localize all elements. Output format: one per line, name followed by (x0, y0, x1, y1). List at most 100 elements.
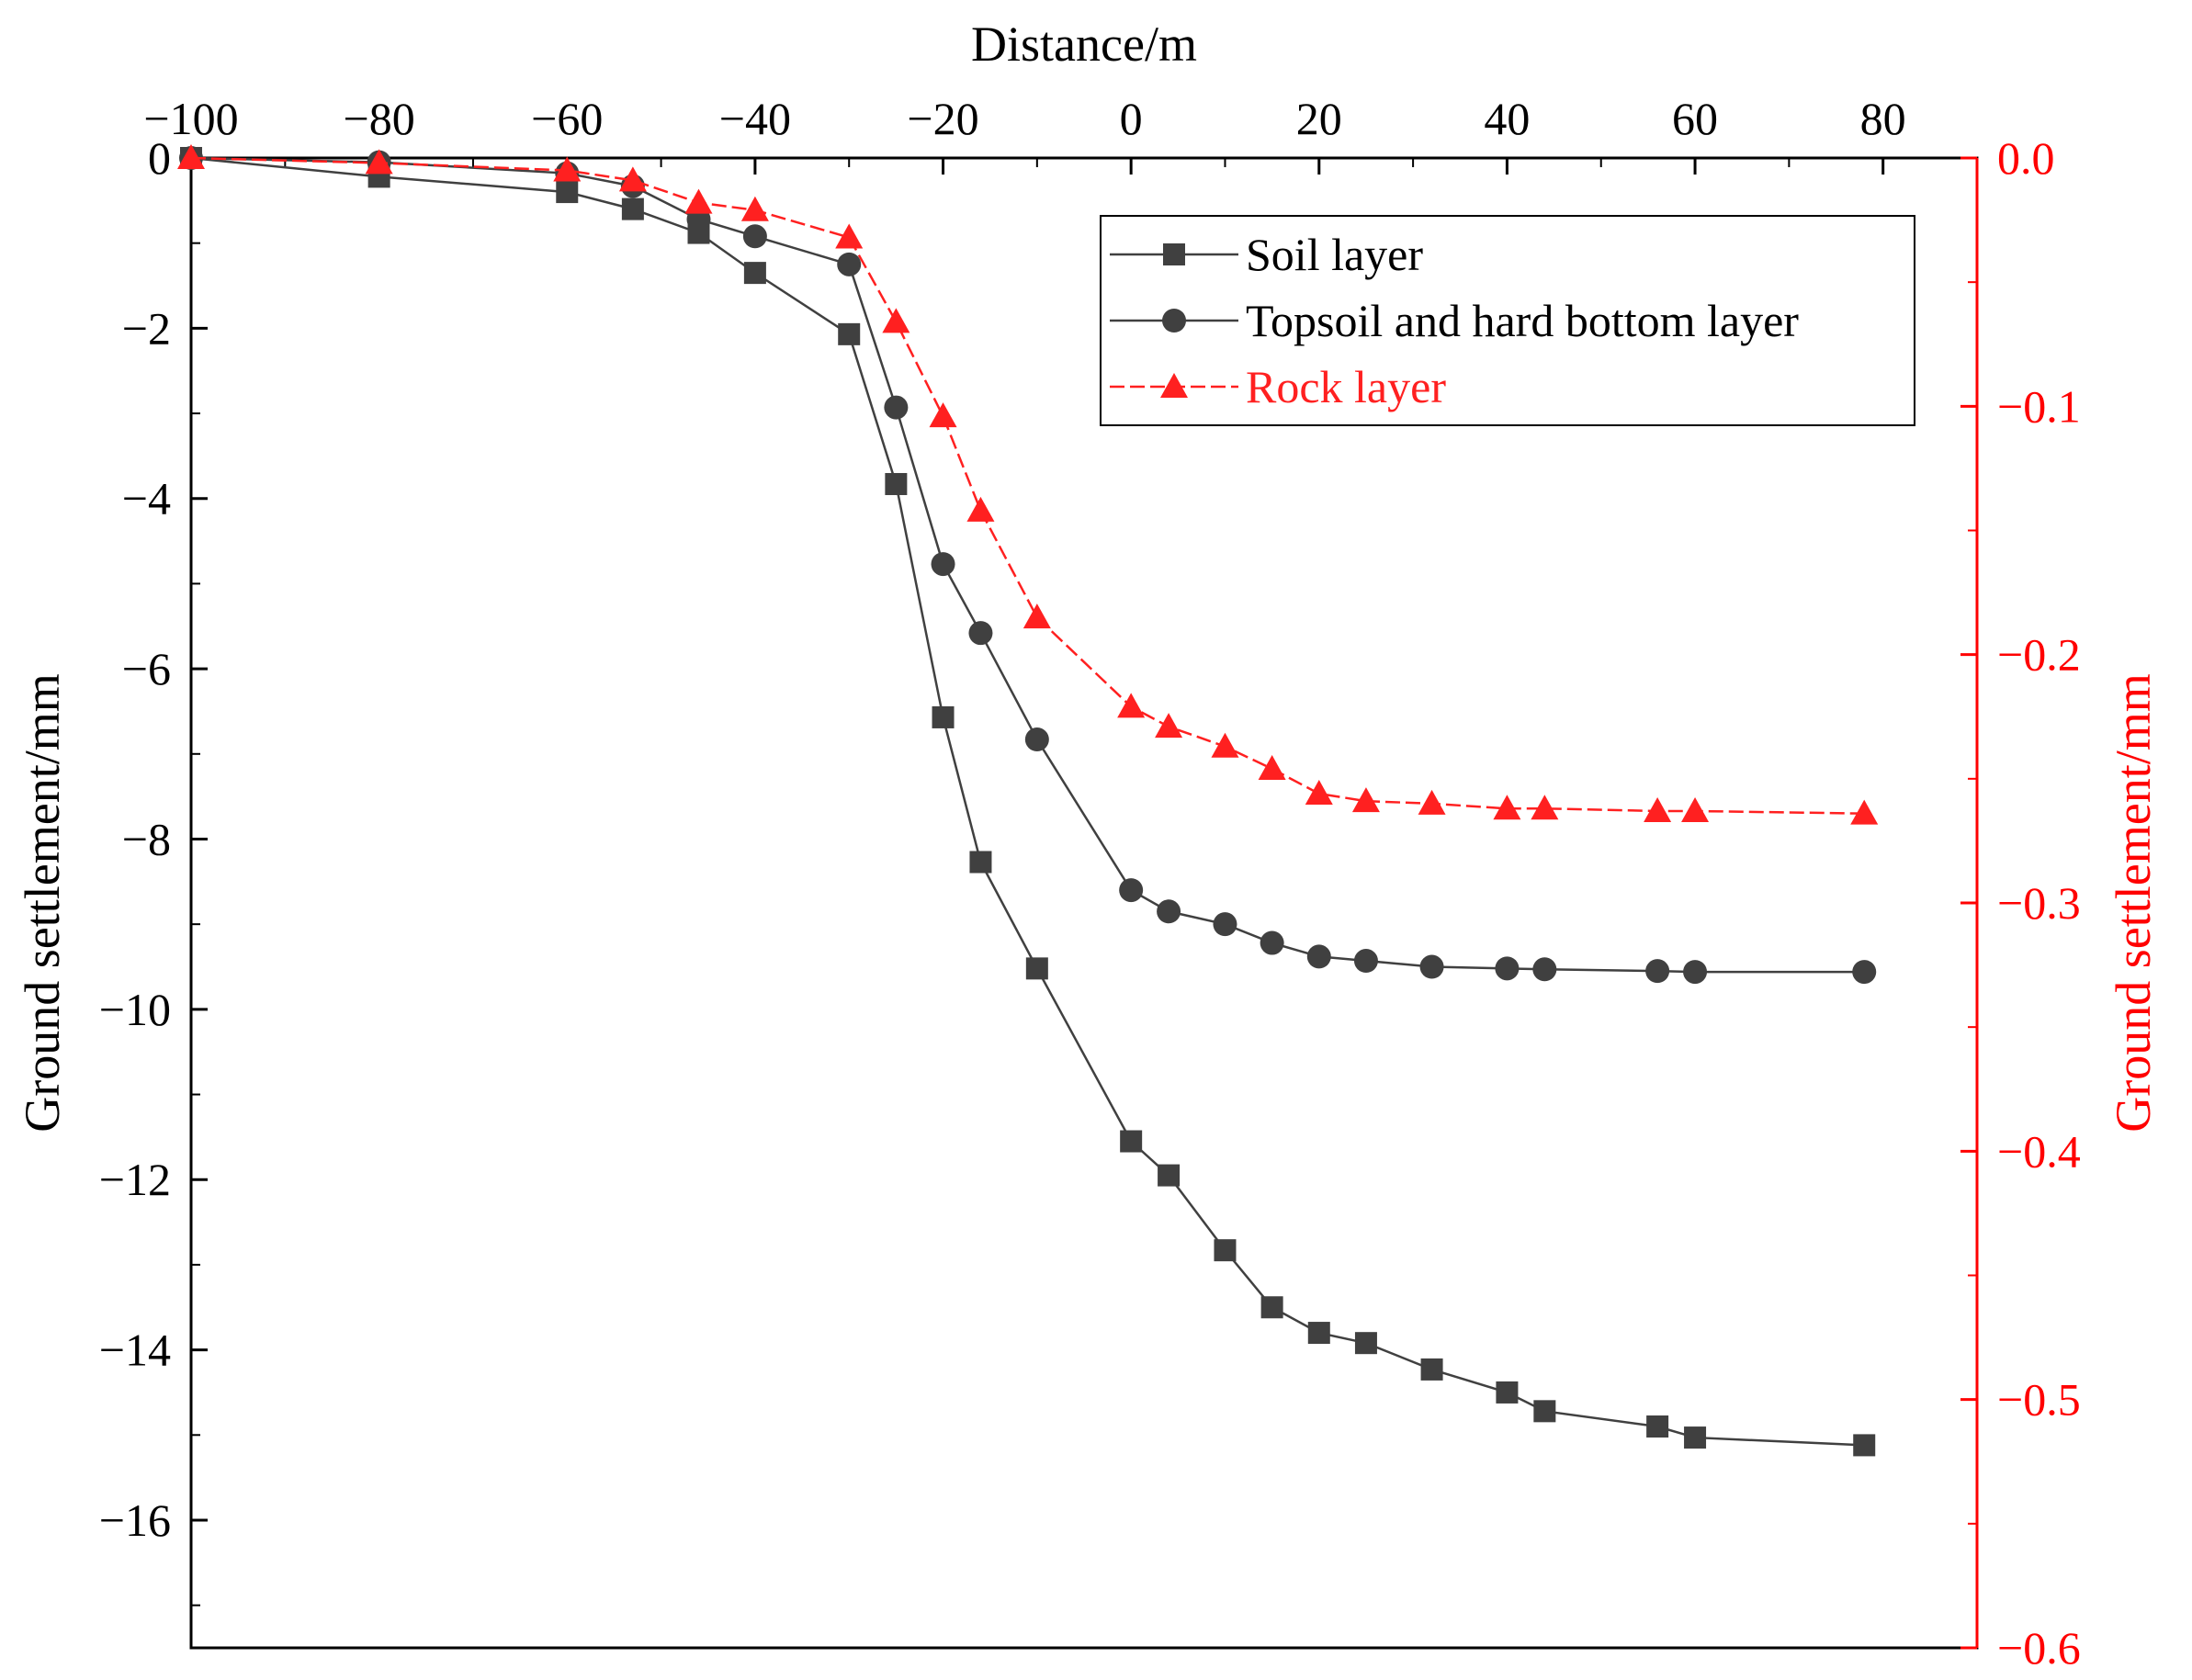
data-point-marker (1354, 1332, 1377, 1355)
y-right-tick-label: −0.2 (1997, 629, 2081, 681)
data-point-marker (1531, 795, 1559, 820)
y-left-tick-label: −2 (122, 302, 171, 354)
data-point-marker (838, 322, 861, 345)
y-right-tick-label: −0.3 (1997, 877, 2081, 929)
x-tick-label: 20 (1296, 93, 1342, 144)
legend: Soil layer Topsoil and hard bottom layer R… (1100, 215, 1915, 426)
data-point-marker (1306, 944, 1331, 969)
legend-label: Soil layer (1246, 229, 1423, 280)
y-left-tick-label: −6 (122, 643, 171, 694)
data-point-marker (968, 621, 993, 646)
data-point-marker (1158, 1164, 1181, 1187)
data-point-marker (621, 197, 644, 220)
data-point-marker (1353, 949, 1378, 974)
data-point-marker (1532, 957, 1557, 982)
y-left-tick-label: 0 (148, 132, 171, 184)
x-tick-label: 60 (1672, 93, 1718, 144)
data-point-marker (1683, 960, 1708, 985)
data-point-marker (1646, 1415, 1669, 1438)
legend-marker (1162, 309, 1186, 333)
data-point-marker (1644, 796, 1672, 822)
data-point-marker (1119, 878, 1144, 903)
y-right-tick-label: −0.1 (1997, 380, 2081, 432)
data-point-marker (553, 156, 582, 182)
data-point-marker (740, 196, 769, 221)
data-point-marker (1213, 912, 1237, 937)
data-point-marker (1850, 799, 1879, 825)
data-point-marker (1420, 1358, 1443, 1381)
x-tick-label: −60 (531, 93, 603, 144)
x-tick-label: 40 (1484, 93, 1530, 144)
data-point-marker (884, 395, 909, 420)
data-point-marker (835, 223, 864, 249)
legend-marker (1160, 373, 1188, 398)
x-axis-ticks: −100 −80 −60 −40 −20 0 20 40 60 80 (143, 93, 1906, 175)
data-point-marker (365, 149, 393, 175)
y-right-tick-label: 0.0 (1997, 132, 2055, 184)
data-point-marker (1418, 789, 1446, 815)
x-tick-label: −40 (719, 93, 791, 144)
data-point-marker (1305, 780, 1333, 806)
data-point-marker (1120, 1130, 1143, 1153)
legend-label: Rock layer (1246, 361, 1446, 412)
data-point-marker (742, 224, 767, 249)
left-axis-title: Ground settlement/mm (15, 673, 70, 1132)
data-point-marker (743, 262, 766, 285)
data-point-marker (1533, 1400, 1556, 1423)
series-layer (177, 144, 1879, 1457)
data-point-marker (882, 308, 910, 333)
data-point-marker (177, 144, 205, 169)
data-point-marker (929, 402, 957, 428)
y-right-tick-label: −0.6 (1997, 1622, 2081, 1674)
data-point-marker (837, 252, 862, 276)
data-point-marker (1214, 1239, 1237, 1262)
data-point-marker (969, 851, 992, 874)
left-axis-ticks: 0 −2 −4 −6 −8 −10 −12 −14 −16 (99, 132, 208, 1607)
data-point-marker (1307, 1322, 1330, 1345)
legend-marker (1163, 243, 1185, 265)
data-point-marker (1260, 930, 1284, 955)
x-tick-label: −20 (907, 93, 978, 144)
data-point-marker (1258, 755, 1286, 781)
data-point-marker (1211, 732, 1239, 758)
x-tick-label: −80 (344, 93, 415, 144)
data-point-marker (1351, 787, 1380, 813)
data-point-marker (966, 496, 995, 522)
y-left-tick-label: −10 (99, 984, 171, 1035)
legend-label: Topsoil and hard bottom layer (1246, 295, 1799, 346)
data-point-marker (1117, 693, 1146, 718)
y-right-tick-label: −0.4 (1997, 1125, 2081, 1177)
x-axis-title: Distance/m (971, 17, 1197, 72)
y-left-tick-label: −16 (99, 1494, 171, 1546)
data-point-marker (1419, 954, 1444, 979)
data-point-marker (1260, 1296, 1283, 1319)
x-tick-label: 80 (1860, 93, 1906, 144)
data-point-marker (1684, 1426, 1707, 1449)
data-point-marker (1023, 603, 1051, 629)
data-point-marker (684, 188, 713, 214)
right-axis-title: Ground settlement/mm (2106, 673, 2161, 1132)
data-point-marker (1493, 795, 1521, 820)
y-left-tick-label: −14 (99, 1325, 171, 1376)
data-point-marker (1681, 796, 1710, 822)
data-point-marker (1024, 727, 1049, 752)
series-0 (180, 147, 1876, 1457)
data-point-marker (618, 166, 647, 192)
y-left-tick-label: −4 (122, 473, 171, 524)
right-axis-ticks: 0.0 −0.1 −0.2 −0.3 −0.4 −0.5 −0.6 (1960, 132, 2081, 1674)
y-left-tick-label: −8 (122, 813, 171, 864)
data-point-marker (1157, 899, 1181, 924)
x-tick-label: 0 (1120, 93, 1143, 144)
data-point-marker (1496, 1381, 1519, 1404)
data-point-marker (932, 705, 955, 728)
x-tick-label: −100 (143, 93, 238, 144)
series-2 (177, 144, 1879, 825)
data-point-marker (885, 472, 908, 495)
y-left-tick-label: −12 (99, 1154, 171, 1205)
data-point-marker (931, 552, 955, 577)
data-point-marker (1155, 713, 1183, 739)
data-point-marker (1025, 957, 1048, 980)
data-point-marker (1495, 956, 1520, 981)
y-right-tick-label: −0.5 (1997, 1374, 2081, 1426)
